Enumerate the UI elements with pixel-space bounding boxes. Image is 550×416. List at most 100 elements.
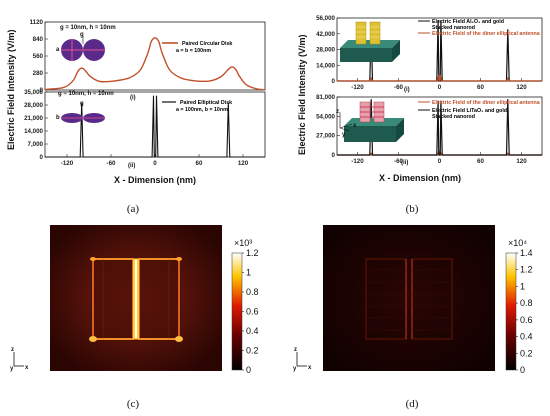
colorbar-c bbox=[231, 252, 243, 371]
b-bottom-ytick-label-1: 27,000 bbox=[316, 133, 335, 140]
svg-text:z: z bbox=[336, 109, 339, 115]
legend-label-circular: Paired Circular Disk bbox=[182, 41, 232, 47]
annotation-a-top: g = 10nm, h = 10nm bbox=[60, 25, 116, 31]
a-top-ytick-label-3: 840 bbox=[33, 36, 44, 43]
a-top-ytick-label-2: 560 bbox=[33, 53, 44, 60]
colorbar-c-tick-label-6: 1.2 bbox=[246, 248, 259, 258]
legend-label-diner: Electric Field of the diner elliptical a… bbox=[432, 31, 540, 37]
a-bottom-xtick-label-3: 60 bbox=[196, 160, 203, 167]
legend-label-diner-2: Electric Field of the diner elliptical a… bbox=[432, 100, 540, 106]
svg-text:b: b bbox=[56, 115, 60, 121]
panel-a: 0 280 560 840 1120 0 7,000 14,000 21,000 28,000 3… bbox=[6, 19, 266, 185]
a-bottom-ytick-label-2: 14,000 bbox=[24, 128, 43, 135]
marker-i-a: (i) bbox=[130, 95, 136, 101]
heatmap-d-field bbox=[323, 225, 495, 371]
marker-ii-b: (ii) bbox=[401, 160, 408, 166]
triad-z-d: z bbox=[294, 347, 297, 353]
b-top-ytick-label-4: 56,000 bbox=[316, 15, 335, 22]
y-axis-label-a: Electric Field Intensity (V/m) bbox=[6, 29, 16, 150]
legend-label-elliptical: Paired Elliptical Disk bbox=[180, 100, 232, 106]
b-bottom-xtick-label-4: 120 bbox=[516, 158, 527, 165]
colorbar-c-tick-label-2: 0.4 bbox=[246, 326, 259, 336]
legend-label-al2o3-cont: Stacked nanorod bbox=[432, 25, 475, 31]
b-bottom-xtick-label-0: -120 bbox=[351, 158, 364, 165]
svg-text:x: x bbox=[353, 123, 357, 129]
svg-text:y: y bbox=[342, 132, 346, 138]
triad-x-d: x bbox=[308, 365, 312, 371]
colorbar-c-title: ×10³ bbox=[234, 238, 252, 248]
b-bottom-xtick-label-1: -60 bbox=[394, 158, 404, 165]
b-top-xtick-label-4: 120 bbox=[516, 84, 527, 91]
litao3-nanorod-illustration: z y x bbox=[336, 101, 404, 142]
colorbar-d-title: ×10⁴ bbox=[508, 238, 527, 248]
panel-b: 0 14,000 28,000 42,000 56,000 -120 -60 0 60 120 0… bbox=[297, 15, 543, 183]
al2o3-nanorod-illustration bbox=[340, 21, 400, 62]
y-axis-label-b: Electric Field Intensity (V/m) bbox=[297, 34, 307, 155]
triad-y-d: y bbox=[293, 366, 297, 372]
heatmap-c bbox=[50, 225, 222, 371]
b-top-xtick-label-0: -120 bbox=[351, 84, 364, 91]
caption-a: (a) bbox=[127, 203, 140, 215]
legend-sub-elliptical: a = 100nm, b = 10nm bbox=[176, 107, 228, 113]
b-top-ytick-label-1: 14,000 bbox=[316, 62, 335, 69]
colorbar-d-tick-label-4: 0.8 bbox=[520, 298, 533, 308]
series-line-elliptical bbox=[45, 95, 265, 158]
a-bottom-ytick-label-0: 0 bbox=[40, 154, 44, 161]
b-top-xtick-label-2: 0 bbox=[438, 84, 442, 91]
a-top-ytick-label-0: 0 bbox=[40, 87, 44, 94]
series-line-diner-top bbox=[337, 75, 542, 82]
legend-label-al2o3: Electric Field Al₂O₃ and gold bbox=[432, 19, 504, 25]
colorbar-d-tick-label-5: 1 bbox=[520, 281, 525, 291]
colorbar-d-tick-label-2: 0.4 bbox=[520, 332, 533, 342]
colorbar-d-tick-label-1: 0.2 bbox=[520, 348, 533, 358]
triad-z-c: z bbox=[11, 347, 14, 353]
a-top-ytick-label-1: 280 bbox=[33, 70, 44, 77]
colorbar-c-tick-label-5: 1 bbox=[246, 268, 251, 278]
b-bottom-ytick-label-3: 81,000 bbox=[316, 94, 335, 101]
a-bottom-ytick-label-3: 21,000 bbox=[24, 115, 43, 122]
a-bottom-ytick-label-1: 7,000 bbox=[28, 141, 44, 148]
caption-d: (d) bbox=[406, 398, 419, 410]
colorbar-d-tick-label-0: 0 bbox=[520, 365, 525, 375]
b-bottom-ytick-label-0: 0 bbox=[332, 152, 336, 159]
colorbar-c-tick-label-0: 0 bbox=[246, 365, 251, 375]
marker-i-b: (i) bbox=[404, 87, 410, 93]
circular-disk-inset: g a bbox=[56, 32, 105, 61]
annotation-a-bottom: g = 10nm, h = 10nm bbox=[58, 91, 114, 97]
x-axis-label-a: X - Dimension (nm) bbox=[114, 175, 196, 185]
b-bottom-xtick-label-2: 0 bbox=[438, 158, 442, 165]
colorbar-d bbox=[505, 252, 517, 371]
a-bottom-xtick-label-1: -60 bbox=[107, 160, 117, 167]
colorbar-d-tick-label-6: 1.2 bbox=[520, 265, 533, 275]
colorbar-c-tick-label-3: 0.6 bbox=[246, 307, 259, 317]
legend-label-litao3: Electric Field LiTaO₃ and gold bbox=[432, 108, 507, 114]
svg-text:g: g bbox=[80, 32, 84, 38]
a-top-ytick-label-4: 1120 bbox=[30, 19, 44, 26]
b-bottom-xtick-label-3: 60 bbox=[477, 158, 484, 165]
a-bottom-xtick-label-4: 120 bbox=[238, 160, 249, 167]
triad-y-c: y bbox=[10, 366, 14, 372]
x-axis-label-b: X - Dimension (nm) bbox=[379, 173, 461, 183]
legend-sub-circular: a = b = 100nm bbox=[176, 48, 211, 54]
axis-triad-d: z y x bbox=[293, 347, 312, 372]
marker-ii-a: (ii) bbox=[128, 163, 135, 169]
svg-text:g: g bbox=[80, 101, 84, 107]
b-bottom-ytick-label-2: 54,000 bbox=[316, 113, 335, 120]
axis-triad-c: z y x bbox=[10, 347, 29, 372]
b-top-xtick-label-3: 60 bbox=[477, 84, 484, 91]
elliptical-disk-inset: g b bbox=[56, 101, 105, 123]
b-top-ytick-label-3: 42,000 bbox=[316, 31, 335, 38]
series-line-circular bbox=[44, 37, 266, 91]
triad-x-c: x bbox=[25, 365, 29, 371]
caption-b: (b) bbox=[406, 203, 419, 215]
heatmap-d bbox=[323, 225, 495, 371]
svg-text:a: a bbox=[56, 47, 60, 53]
colorbar-d-tick-label-3: 0.6 bbox=[520, 315, 533, 325]
b-top-xtick-label-1: -60 bbox=[394, 84, 404, 91]
b-top-ytick-label-2: 28,000 bbox=[316, 47, 335, 54]
a-bottom-ytick-label-5: 35,000 bbox=[24, 89, 43, 96]
a-bottom-ytick-label-4: 28,000 bbox=[24, 102, 43, 109]
caption-c: (c) bbox=[127, 398, 140, 410]
a-bottom-xtick-label-2: 0 bbox=[153, 160, 157, 167]
